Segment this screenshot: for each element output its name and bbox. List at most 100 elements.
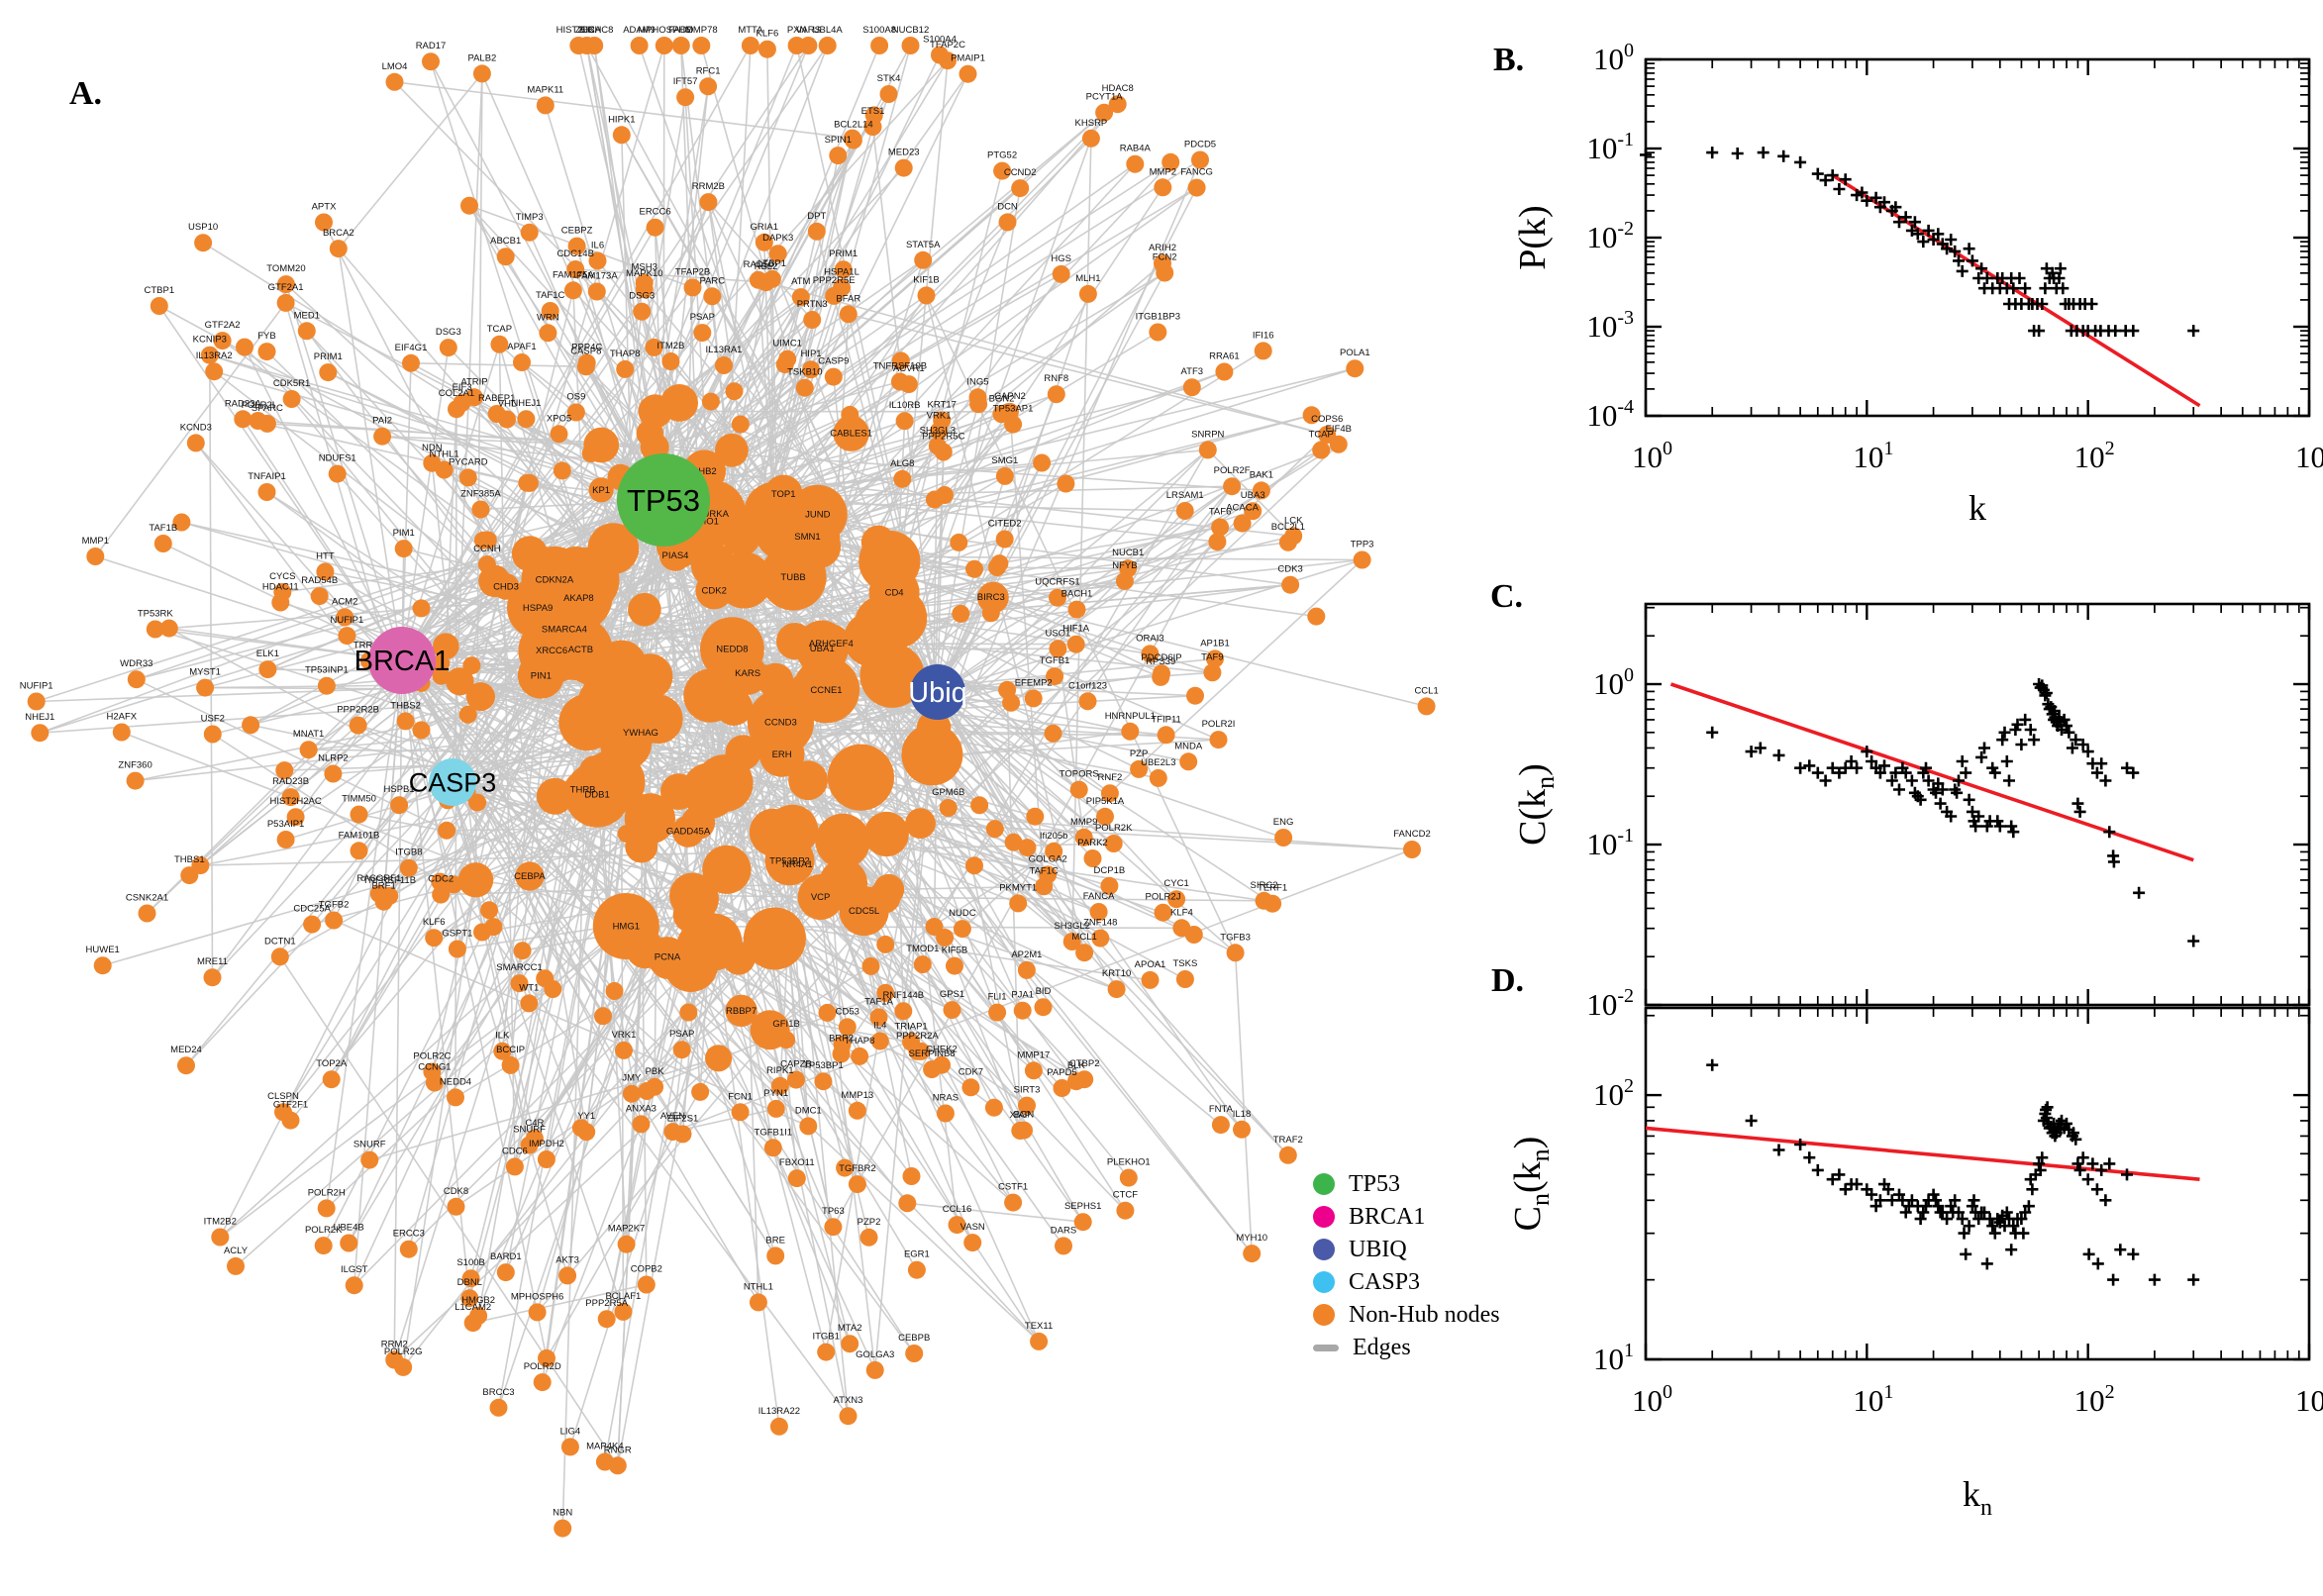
svg-text:PYN1: PYN1 [763, 1088, 788, 1099]
plot-ticks-b [1644, 57, 2311, 418]
hub-node-brca1: BRCA1 [354, 627, 450, 694]
svg-text:EFEMP2: EFEMP2 [1015, 677, 1053, 688]
svg-text:STAT5A: STAT5A [906, 240, 941, 250]
svg-text:PSAP: PSAP [690, 312, 715, 323]
svg-text:WT1: WT1 [519, 982, 539, 993]
svg-text:CCNG1: CCNG1 [418, 1062, 451, 1073]
svg-text:GSPT1: GSPT1 [442, 929, 472, 940]
svg-text:CABLES1: CABLES1 [830, 429, 872, 440]
svg-text:MTTA: MTTA [738, 25, 763, 36]
svg-text:CTBP1: CTBP1 [144, 285, 174, 296]
svg-text:POLR2C: POLR2C [413, 1051, 451, 1062]
svg-text:FAM101B: FAM101B [339, 830, 380, 841]
svg-text:100: 100 [1632, 1381, 1672, 1418]
svg-text:FBXO11: FBXO11 [779, 1157, 815, 1168]
svg-text:PRTN3: PRTN3 [797, 299, 828, 310]
svg-text:TAF1C: TAF1C [536, 290, 565, 301]
svg-text:kn: kn [1963, 1474, 1992, 1521]
svg-text:FCN1: FCN1 [728, 1091, 753, 1102]
svg-text:MPHOSPH6: MPHOSPH6 [638, 25, 690, 36]
svg-text:RRM2B: RRM2B [692, 181, 725, 192]
svg-text:RBL2: RBL2 [755, 261, 778, 272]
svg-text:CHD3: CHD3 [493, 581, 519, 592]
svg-text:ITGB1: ITGB1 [812, 1332, 839, 1343]
hub-node-ubiq: Ubiq [908, 664, 967, 720]
svg-text:NUFIP1: NUFIP1 [20, 681, 53, 692]
svg-text:RAD17: RAD17 [416, 41, 447, 51]
svg-text:BAK1: BAK1 [1250, 469, 1273, 480]
svg-text:KCNIP3: KCNIP3 [193, 335, 227, 346]
svg-text:S100A8: S100A8 [862, 25, 896, 36]
svg-text:SMG1: SMG1 [991, 455, 1018, 466]
plot-axis-labels-c: C(kn) [1512, 763, 1560, 846]
svg-text:TPP3: TPP3 [1351, 540, 1374, 550]
svg-text:CCL16: CCL16 [943, 1204, 972, 1215]
svg-text:HSPA9: HSPA9 [523, 603, 553, 614]
svg-text:TAF9: TAF9 [1201, 651, 1224, 662]
svg-text:ALG8: ALG8 [890, 458, 914, 469]
svg-text:PPP2R5E: PPP2R5E [813, 275, 856, 286]
svg-text:MMP1: MMP1 [82, 536, 109, 547]
svg-text:100: 100 [1593, 40, 1634, 76]
svg-text:TSKB10: TSKB10 [787, 367, 822, 378]
svg-text:HNRNPUL1: HNRNPUL1 [1105, 711, 1156, 722]
svg-text:WRN: WRN [537, 312, 559, 323]
svg-text:S100B: S100B [456, 1257, 485, 1268]
svg-text:PARC: PARC [699, 275, 725, 286]
legend-label: BRCA1 [1349, 1203, 1426, 1230]
svg-text:ZNF360: ZNF360 [118, 760, 152, 771]
svg-text:PRIM1: PRIM1 [829, 249, 858, 259]
svg-text:MPHOSPH6: MPHOSPH6 [511, 1291, 563, 1302]
svg-text:NDN: NDN [422, 443, 443, 453]
svg-text:PSAP: PSAP [669, 1029, 694, 1040]
svg-text:FCN2: FCN2 [1153, 252, 1177, 263]
svg-text:IL13RA2: IL13RA2 [196, 350, 233, 361]
svg-text:ITM2B: ITM2B [656, 341, 684, 351]
fit-line-c [1669, 682, 2194, 862]
svg-text:FAM173A: FAM173A [576, 271, 618, 282]
svg-text:CAPZB: CAPZB [780, 1059, 812, 1070]
panel-label-b: B. [1493, 42, 1525, 78]
svg-text:PAI2: PAI2 [372, 416, 392, 427]
svg-text:POLR2J: POLR2J [1146, 892, 1181, 903]
svg-text:TP53RK: TP53RK [138, 609, 174, 620]
svg-text:CSTF1: CSTF1 [998, 1182, 1028, 1193]
svg-text:PIP5K1A: PIP5K1A [1086, 796, 1125, 807]
svg-text:CCND3: CCND3 [764, 718, 797, 729]
svg-text:TAF6: TAF6 [1209, 507, 1232, 518]
svg-text:FANCA: FANCA [1083, 891, 1115, 902]
svg-text:SMN1: SMN1 [794, 532, 820, 543]
svg-text:MAPK10: MAPK10 [626, 268, 663, 279]
svg-text:GTF2A2: GTF2A2 [205, 320, 241, 331]
svg-text:MMP13: MMP13 [841, 1090, 873, 1101]
svg-text:TCAP: TCAP [1309, 430, 1334, 441]
svg-text:IMPDH2: IMPDH2 [529, 1139, 564, 1149]
svg-text:DPT: DPT [807, 211, 826, 222]
svg-text:101: 101 [1853, 438, 1893, 474]
svg-text:ACLY: ACLY [224, 1246, 249, 1256]
hub-node-casp3: CASP3 [409, 758, 496, 806]
svg-text:JMY: JMY [622, 1073, 642, 1084]
svg-text:BLK: BLK [1067, 1060, 1086, 1071]
svg-text:THRB: THRB [570, 784, 596, 795]
svg-text:RNF144B: RNF144B [882, 990, 924, 1001]
svg-text:ATM: ATM [791, 276, 810, 287]
svg-text:BARD1: BARD1 [490, 1251, 522, 1262]
plot-axis-labels-b: P(k) k [1512, 205, 1986, 528]
svg-text:APTX: APTX [312, 202, 337, 213]
svg-text:UIMC1: UIMC1 [772, 339, 802, 349]
svg-text:PMAIP1: PMAIP1 [951, 53, 985, 64]
svg-text:NLRP2: NLRP2 [318, 753, 349, 764]
scatter-points-b [1640, 147, 2200, 338]
svg-text:NUFIP1: NUFIP1 [331, 615, 364, 626]
svg-text:BID: BID [1036, 986, 1052, 997]
svg-text:GTF2A1: GTF2A1 [268, 282, 304, 293]
network-hubs-layer: TP53 BRCA1 Ubiq CASP3 [354, 453, 967, 806]
svg-text:TMOD1: TMOD1 [906, 944, 939, 954]
svg-text:ACM2: ACM2 [332, 596, 357, 607]
svg-text:ZNF385A: ZNF385A [460, 489, 501, 500]
svg-text:MYST1: MYST1 [189, 667, 221, 678]
svg-text:TCAP: TCAP [487, 324, 512, 335]
svg-text:DSG3: DSG3 [436, 327, 461, 338]
svg-text:PRIM1: PRIM1 [314, 351, 343, 362]
